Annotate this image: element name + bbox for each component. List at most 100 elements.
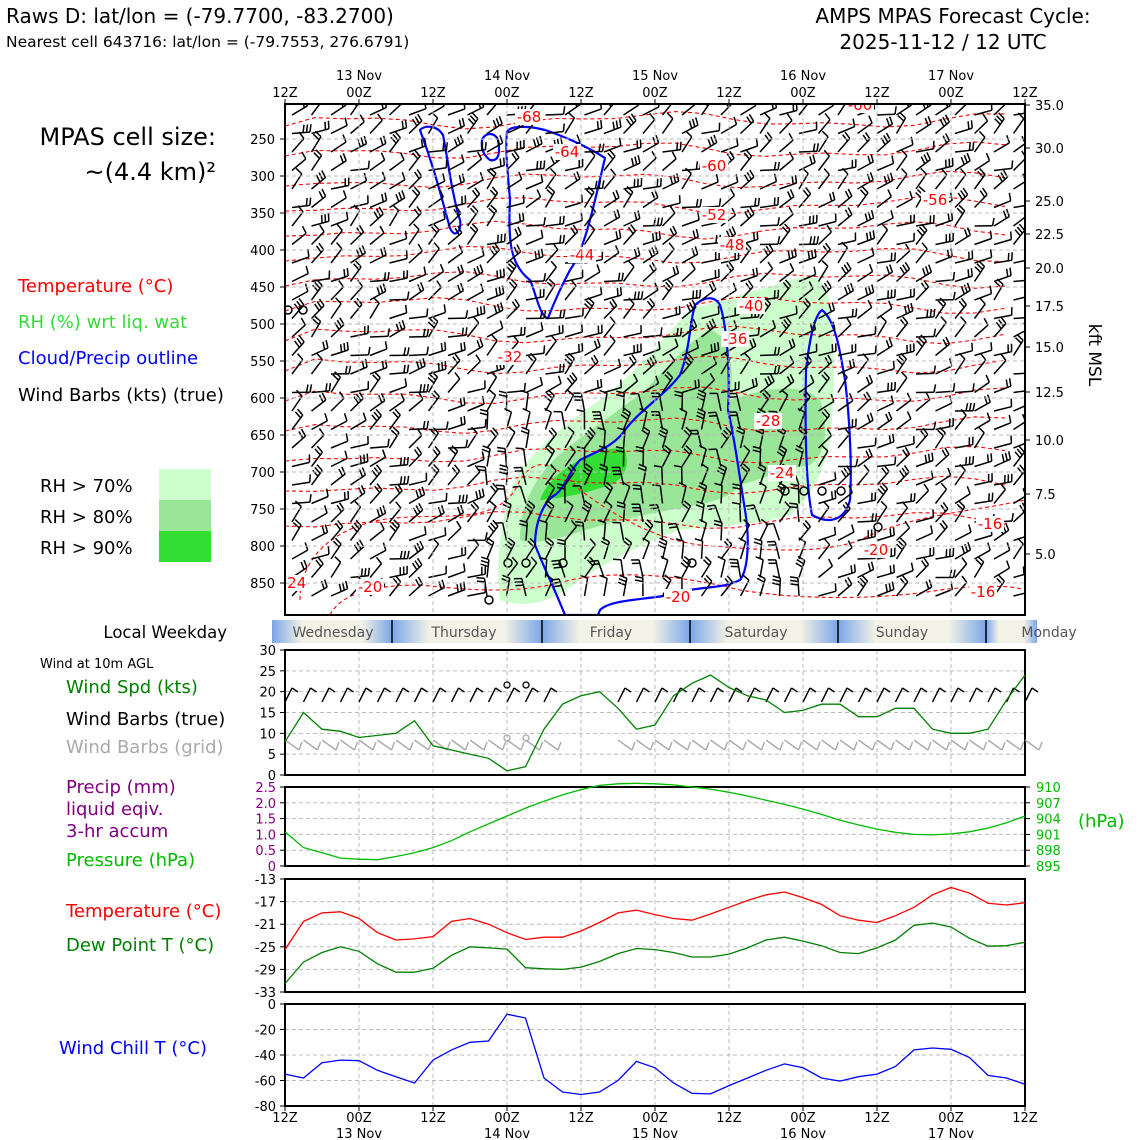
wind-barb-flag (544, 395, 552, 402)
wind-barb-flag (945, 133, 951, 141)
wind-barb-flag (336, 223, 343, 231)
wind-barb-grid (525, 739, 540, 751)
wind-barb-flag (459, 397, 463, 407)
wind-barb (974, 419, 991, 431)
wind-barb-flag (669, 526, 678, 529)
wind-barb-flag (491, 334, 498, 342)
wind-barb-flag (309, 384, 313, 393)
wind-barb (818, 104, 835, 116)
wind-barb-flag (896, 358, 904, 366)
wind-barb-flag (406, 291, 410, 300)
wind-barb (522, 448, 527, 467)
wind-barb-flag (624, 537, 632, 544)
wind-barb-flag (952, 383, 956, 392)
wind-barb-flag (757, 466, 766, 472)
wind-barb (466, 360, 481, 375)
wind-barb-flag (814, 248, 817, 258)
wind-barb-flag (394, 486, 401, 494)
wind-barb-flag (731, 207, 737, 216)
wind-barb-flag (749, 169, 755, 178)
cloud-outlines (418, 125, 852, 615)
wind-barb (389, 197, 406, 209)
wind-barb-flag (380, 393, 386, 401)
wind-barb-flag (412, 152, 419, 160)
wind-barb-flag (598, 143, 602, 152)
wind-barb-flag (338, 391, 345, 399)
wind-barb-grid (950, 739, 966, 751)
wind-barb-flag (857, 580, 865, 588)
wind-barb (876, 506, 888, 523)
wind-barb-flag (888, 434, 892, 444)
wind-barb-flag (985, 152, 991, 161)
wind-barb (428, 586, 445, 597)
wind-barb-flag (941, 449, 947, 458)
wind-barb-grid (1024, 739, 1040, 751)
wind-barb (857, 520, 876, 523)
wind-barb-flag (339, 154, 344, 163)
calm-wind-circle (285, 305, 293, 315)
wind-barb-flag (684, 167, 692, 175)
bottom-tick-label: 12Z (716, 1111, 742, 1126)
wind-barb-flag (865, 450, 870, 459)
wind-barb-flag (897, 115, 905, 122)
wind-barb (993, 567, 1010, 579)
wind-barb-flag (683, 448, 691, 455)
wind-barb (642, 196, 659, 209)
wind-barb-flag (983, 396, 988, 405)
wind-barb (739, 524, 751, 541)
wind-barb (661, 248, 675, 264)
wind-barb (681, 253, 699, 264)
wind-barb-grid (673, 739, 688, 751)
wind-barb-flag (788, 151, 794, 160)
wind-barb-flag (514, 228, 519, 237)
wind-barb-flag (461, 117, 466, 127)
temperature-contour (329, 574, 1025, 615)
wind-barb-flag (976, 263, 984, 270)
wind-barb (837, 547, 853, 560)
wind-barb (896, 295, 915, 301)
wind-barb-flag (433, 223, 440, 231)
wind-barb-flag (864, 287, 869, 296)
wind-barb (330, 286, 344, 301)
wind-barb (1012, 451, 1025, 467)
wind-barb (291, 290, 309, 301)
wind-barb (291, 272, 309, 283)
wind-barb-flag (890, 395, 895, 404)
wind-barb-flag (530, 556, 538, 564)
wind-barb-flag (871, 513, 874, 522)
wind-barb (350, 443, 369, 449)
wind-barb-flag (397, 483, 403, 492)
wind-barb-flag (509, 260, 517, 267)
wind-barb-flag (316, 278, 323, 287)
wind-barb-flag (546, 574, 554, 581)
wind-barb-grid (987, 739, 1003, 751)
wind-barb-flag (482, 104, 485, 108)
height-tick-label: 7.5 (1035, 488, 1056, 503)
wind-barb-flag (338, 468, 344, 477)
wind-barb-flag (557, 538, 566, 542)
wind-barb-flag (748, 114, 755, 122)
wind-barb-flag (395, 323, 400, 332)
wind-barb-flag (511, 301, 518, 309)
wind-barb-flag (759, 481, 767, 488)
wind-barb-flag (844, 501, 851, 510)
wind-barb (642, 142, 659, 153)
wind-barb-flag (449, 448, 457, 455)
wind-barb (389, 327, 406, 338)
wind-barb (311, 399, 327, 412)
wind-barb (466, 118, 479, 134)
wind-barb-flag (507, 537, 516, 544)
wind-barb-flag (675, 538, 684, 542)
wind-barb (716, 393, 722, 412)
wind-barb-flag (301, 151, 307, 160)
wind-barb-flag (562, 123, 565, 132)
wind-barb-grid-flag (1001, 741, 1006, 751)
temperature-contour (285, 475, 1006, 495)
wind-barb-flag (582, 469, 590, 476)
wind-barb-flag (504, 407, 512, 413)
temperature-contour-label: -36 (723, 330, 748, 348)
wind-barb-grid (895, 739, 910, 751)
wind-barb (857, 122, 873, 135)
wind-barb-flag (345, 211, 349, 220)
height-tick-label: 22.5 (1035, 228, 1064, 243)
